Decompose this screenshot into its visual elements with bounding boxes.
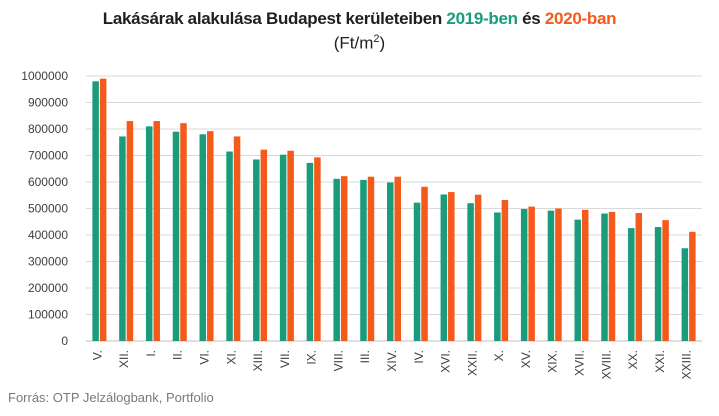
x-tick-label: XXIII. <box>680 350 694 379</box>
x-tick-label: XI. <box>224 350 238 365</box>
bar-2019 <box>92 81 99 342</box>
bar-2019 <box>628 228 635 341</box>
x-tick-label: XVIII. <box>599 350 613 379</box>
bar-2020 <box>608 211 616 341</box>
bar-2020 <box>287 150 294 341</box>
y-tick-label: 400000 <box>28 228 68 242</box>
bar-2020 <box>367 176 375 341</box>
x-tick-label: XVII. <box>572 350 586 376</box>
bar-2020 <box>635 213 643 341</box>
subtitle-close: ) <box>379 33 386 53</box>
bar-2019 <box>253 159 260 341</box>
y-tick-label: 500000 <box>28 202 68 216</box>
x-tick-label: XXII. <box>465 350 479 376</box>
y-tick-label: 800000 <box>28 122 68 136</box>
x-tick-label: XIV. <box>385 350 399 372</box>
bar-2020 <box>233 136 241 341</box>
title-year-2019: 2019-ben <box>446 9 518 28</box>
bar-2020 <box>340 176 348 341</box>
bar-2020 <box>260 149 268 341</box>
bar-2019 <box>172 131 180 341</box>
x-tick-label: XII. <box>117 350 131 368</box>
bar-2019 <box>333 178 340 341</box>
bar-2020 <box>448 192 455 341</box>
bar-2020 <box>153 121 160 341</box>
bar-2019 <box>547 210 555 341</box>
title-conjunction: és <box>517 9 545 28</box>
bar-2019 <box>654 227 662 341</box>
y-tick-label: 1000000 <box>21 69 68 83</box>
bar-2019 <box>306 162 314 341</box>
x-tick-label: XV. <box>519 350 533 368</box>
bar-2019 <box>199 134 207 341</box>
bar-2019 <box>360 179 367 341</box>
subtitle-unit: (Ft/m <box>333 33 374 53</box>
bar-2019 <box>226 151 233 341</box>
bar-2020 <box>394 176 401 341</box>
x-tick-label: II. <box>171 350 185 360</box>
bar-2019 <box>681 248 689 341</box>
x-tick-label: VIII. <box>331 350 345 371</box>
y-tick-label: 900000 <box>28 96 68 110</box>
y-tick-label: 200000 <box>28 281 68 295</box>
bar-2020 <box>207 131 214 341</box>
bar-2019 <box>440 194 448 341</box>
bar-2019 <box>520 209 528 341</box>
y-tick-label: 0 <box>61 334 68 348</box>
bar-2019 <box>494 212 501 341</box>
bar-2019 <box>413 202 421 341</box>
x-tick-label: XIII. <box>251 350 265 371</box>
x-tick-label: IX. <box>305 350 319 365</box>
bar-2019 <box>467 203 474 341</box>
bar-2019 <box>387 182 394 341</box>
bar-2020 <box>555 208 562 341</box>
bar-2020 <box>689 231 696 341</box>
bar-2019 <box>601 213 608 341</box>
bar-2020 <box>581 209 589 341</box>
bar-2020 <box>126 121 134 341</box>
x-tick-label: IV. <box>412 350 426 364</box>
bar-2020 <box>421 186 428 341</box>
x-tick-label: V. <box>90 350 104 360</box>
x-tick-label: VII. <box>278 350 292 368</box>
x-tick-label: XIX. <box>546 350 560 373</box>
title-text: Lakásárak alakulása Budapest kerületeibe… <box>102 9 447 28</box>
y-tick-label: 300000 <box>28 255 68 269</box>
x-tick-label: III. <box>358 350 372 363</box>
bar-2020 <box>99 78 107 342</box>
chart-subtitle: (Ft/m2) <box>0 33 719 54</box>
bar-2019 <box>145 126 153 341</box>
y-tick-label: 700000 <box>28 149 68 163</box>
bar-2020 <box>314 157 321 341</box>
chart-title: Lakásárak alakulása Budapest kerületeibe… <box>0 9 719 29</box>
bar-2019 <box>574 219 581 341</box>
bar-2019 <box>119 136 126 341</box>
bar-2019 <box>279 154 287 341</box>
title-year-2020: 2020-ban <box>544 9 617 28</box>
y-tick-label: 100000 <box>28 308 68 322</box>
bar-2020 <box>501 200 509 341</box>
bar-2020 <box>662 220 669 341</box>
y-tick-label: 600000 <box>28 175 68 189</box>
subtitle-superscript: 2 <box>373 33 380 45</box>
x-tick-label: XX. <box>626 350 640 369</box>
bar-2020 <box>180 123 187 341</box>
x-tick-label: I. <box>144 350 158 357</box>
x-tick-label: XVI. <box>439 350 453 373</box>
x-tick-label: XXI. <box>653 350 667 373</box>
x-tick-label: X. <box>492 350 506 361</box>
source-note: Forrás: OTP Jelzálogbank, Portfolio <box>8 390 214 405</box>
bar-2020 <box>474 194 482 341</box>
bar-2020 <box>528 206 535 341</box>
x-tick-label: VI. <box>198 350 212 365</box>
